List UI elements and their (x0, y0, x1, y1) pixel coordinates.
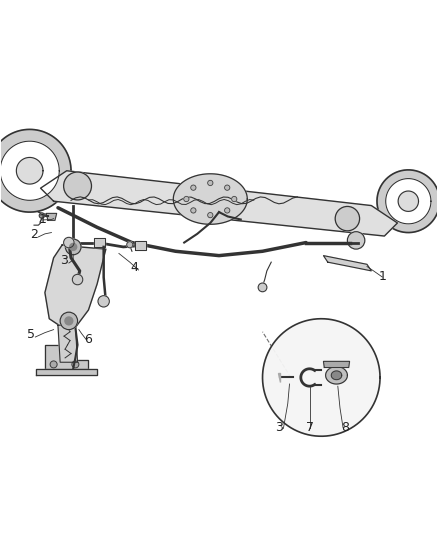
Polygon shape (45, 345, 88, 369)
Circle shape (98, 296, 110, 307)
Polygon shape (36, 369, 97, 375)
Circle shape (70, 244, 77, 251)
Polygon shape (278, 373, 280, 382)
Polygon shape (16, 157, 43, 184)
Circle shape (258, 283, 267, 292)
Circle shape (208, 180, 213, 185)
Polygon shape (262, 319, 380, 436)
Circle shape (225, 185, 230, 190)
Polygon shape (135, 241, 146, 250)
Text: 1: 1 (39, 213, 47, 226)
Circle shape (232, 197, 237, 201)
Polygon shape (377, 170, 438, 232)
Circle shape (72, 361, 79, 368)
Text: 3: 3 (60, 254, 68, 268)
Text: 1: 1 (378, 270, 386, 282)
Circle shape (191, 185, 196, 190)
Polygon shape (386, 179, 431, 224)
Polygon shape (0, 130, 71, 212)
Text: 7: 7 (306, 421, 314, 434)
Circle shape (64, 172, 92, 200)
Polygon shape (325, 367, 347, 384)
Circle shape (39, 213, 45, 218)
Polygon shape (94, 238, 105, 247)
Text: 6: 6 (85, 333, 92, 346)
Circle shape (347, 232, 365, 249)
Circle shape (64, 237, 74, 248)
Circle shape (65, 317, 73, 325)
Circle shape (72, 274, 83, 285)
Circle shape (65, 239, 81, 255)
Polygon shape (46, 213, 57, 220)
Circle shape (191, 208, 196, 213)
Circle shape (335, 206, 360, 231)
Circle shape (50, 361, 57, 368)
Text: 4: 4 (130, 261, 138, 274)
Polygon shape (0, 141, 59, 200)
Polygon shape (398, 191, 418, 212)
Circle shape (184, 197, 189, 201)
Polygon shape (58, 325, 78, 362)
Circle shape (127, 241, 133, 248)
Polygon shape (323, 361, 350, 367)
Polygon shape (173, 174, 247, 224)
Circle shape (208, 213, 213, 218)
Polygon shape (323, 256, 371, 271)
Text: 2: 2 (30, 228, 38, 241)
Polygon shape (331, 371, 342, 379)
Polygon shape (45, 245, 106, 327)
Circle shape (225, 208, 230, 213)
Polygon shape (41, 171, 397, 236)
Text: 3: 3 (275, 421, 283, 434)
Text: 8: 8 (341, 421, 349, 434)
Text: 5: 5 (27, 328, 35, 341)
Circle shape (60, 312, 78, 329)
